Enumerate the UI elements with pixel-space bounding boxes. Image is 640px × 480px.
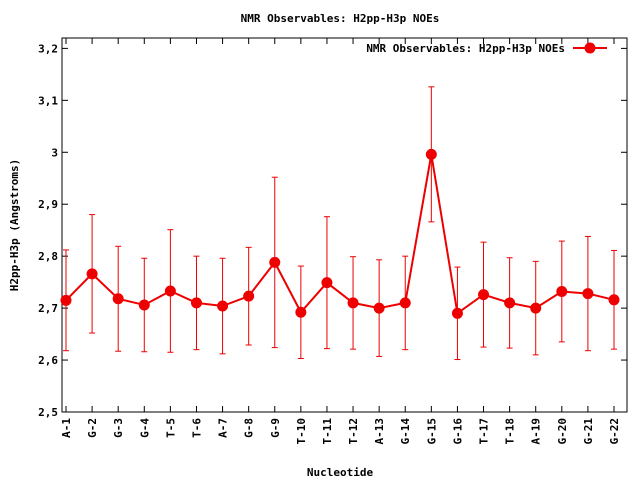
data-point — [190, 297, 202, 309]
data-point — [582, 288, 594, 300]
x-axis: A-1 G-2 G-3 G-4 T-5 T-6 A-7 G-8 G-9 T-10 T-11 T-12 A… — [60, 38, 621, 445]
data-point — [373, 302, 385, 314]
plot-frame — [61, 37, 628, 413]
legend: NMR Observables: H2pp-H3p NOEs — [366, 42, 607, 55]
x-tick-label: T-17 — [478, 418, 491, 445]
data-point — [112, 293, 124, 305]
data-point — [399, 297, 411, 309]
data-point — [347, 297, 359, 309]
y-tick-label: 2,6 — [38, 354, 58, 367]
data-point — [504, 297, 516, 309]
data-point — [451, 307, 463, 319]
data-point — [425, 148, 437, 160]
y-axis: 2,5 2,6 2,7 2,8 2,9 3 3,1 3,2 — [38, 42, 627, 419]
x-tick-label: G-3 — [112, 418, 125, 438]
x-axis-label: Nucleotide — [307, 466, 374, 479]
data-point — [60, 294, 72, 306]
legend-label: NMR Observables: H2pp-H3p NOEs — [366, 42, 565, 55]
y-tick-label: 2,9 — [38, 198, 58, 211]
series-layer — [60, 86, 620, 361]
x-tick-label: T-18 — [504, 418, 517, 445]
x-tick-label: A-19 — [530, 418, 543, 445]
y-tick-label: 3,1 — [38, 94, 58, 107]
x-tick-label: G-20 — [556, 418, 569, 445]
x-tick-label: G-16 — [451, 418, 464, 445]
x-tick-label: G-14 — [399, 418, 412, 445]
x-tick-label: A-13 — [373, 418, 386, 445]
data-point — [478, 289, 490, 301]
x-tick-label: G-2 — [86, 418, 99, 438]
x-tick-label: G-15 — [425, 418, 438, 445]
data-point — [164, 285, 176, 297]
x-tick-label: T-11 — [321, 418, 334, 445]
y-tick-label: 3 — [51, 146, 58, 159]
data-point — [138, 299, 150, 311]
data-point — [86, 268, 98, 280]
x-tick-label: A-1 — [60, 418, 73, 438]
data-point — [556, 285, 568, 297]
data-point — [243, 290, 255, 302]
x-tick-label: T-5 — [164, 418, 177, 438]
x-tick-label: T-10 — [295, 418, 308, 445]
x-tick-label: G-9 — [269, 418, 282, 438]
x-tick-label: T-6 — [190, 418, 203, 438]
legend-marker-swatch — [584, 42, 596, 54]
series-line — [65, 154, 615, 316]
y-tick-label: 2,5 — [38, 406, 58, 419]
data-point — [217, 300, 229, 312]
y-tick-label: 2,8 — [38, 250, 58, 263]
data-point — [295, 306, 307, 318]
x-tick-label: G-8 — [243, 418, 256, 438]
x-tick-label: G-4 — [138, 418, 151, 438]
data-point — [608, 294, 620, 306]
data-point — [269, 256, 281, 268]
y-tick-label: 3,2 — [38, 42, 58, 55]
y-axis-label: H2pp-H3p (Angstroms) — [8, 159, 21, 291]
x-tick-label: T-12 — [347, 418, 360, 445]
data-point — [321, 277, 333, 289]
x-tick-label: G-22 — [608, 418, 621, 445]
x-tick-label: G-21 — [582, 418, 595, 445]
chart-title: NMR Observables: H2pp-H3p NOEs — [241, 12, 440, 25]
y-tick-label: 2,7 — [38, 302, 58, 315]
data-point — [530, 302, 542, 314]
x-tick-label: A-7 — [217, 418, 230, 438]
